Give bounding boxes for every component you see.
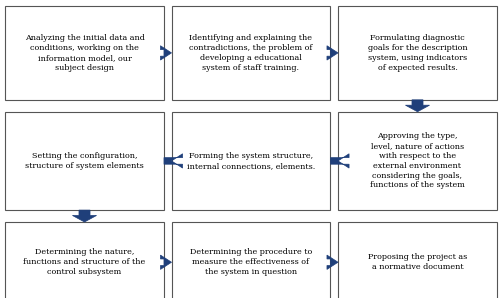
Bar	[171, 6, 330, 100]
Bar	[337, 222, 496, 298]
Bar	[337, 6, 496, 100]
Bar	[337, 112, 496, 210]
Bar	[5, 6, 164, 100]
Text: Proposing the project as
a normative document: Proposing the project as a normative doc…	[367, 253, 466, 271]
Polygon shape	[405, 100, 429, 112]
Bar	[5, 222, 164, 298]
Text: Approving the type,
level, nature of actions
with respect to the
external enviro: Approving the type, level, nature of act…	[369, 132, 464, 190]
Polygon shape	[164, 154, 182, 168]
Text: Forming the system structure,
internal connections, elements.: Forming the system structure, internal c…	[186, 152, 315, 170]
Bar	[171, 222, 330, 298]
Text: Analyzing the initial data and
conditions, working on the
information model, our: Analyzing the initial data and condition…	[25, 34, 144, 72]
Polygon shape	[160, 46, 171, 60]
Text: Identifying and explaining the
contradictions, the problem of
developing a educa: Identifying and explaining the contradic…	[189, 34, 312, 72]
Bar	[5, 112, 164, 210]
Polygon shape	[72, 210, 96, 222]
Polygon shape	[160, 255, 171, 269]
Polygon shape	[326, 46, 337, 60]
Polygon shape	[326, 255, 337, 269]
Polygon shape	[330, 154, 348, 168]
Text: Determining the nature,
functions and structure of the
control subsystem: Determining the nature, functions and st…	[24, 249, 145, 276]
Text: Determining the procedure to
measure the effectiveness of
the system in question: Determining the procedure to measure the…	[189, 249, 312, 276]
Bar	[171, 112, 330, 210]
Text: Formulating diagnostic
goals for the description
system, using indicators
of exp: Formulating diagnostic goals for the des…	[367, 34, 466, 72]
Text: Setting the configuration,
structure of system elements: Setting the configuration, structure of …	[25, 152, 144, 170]
